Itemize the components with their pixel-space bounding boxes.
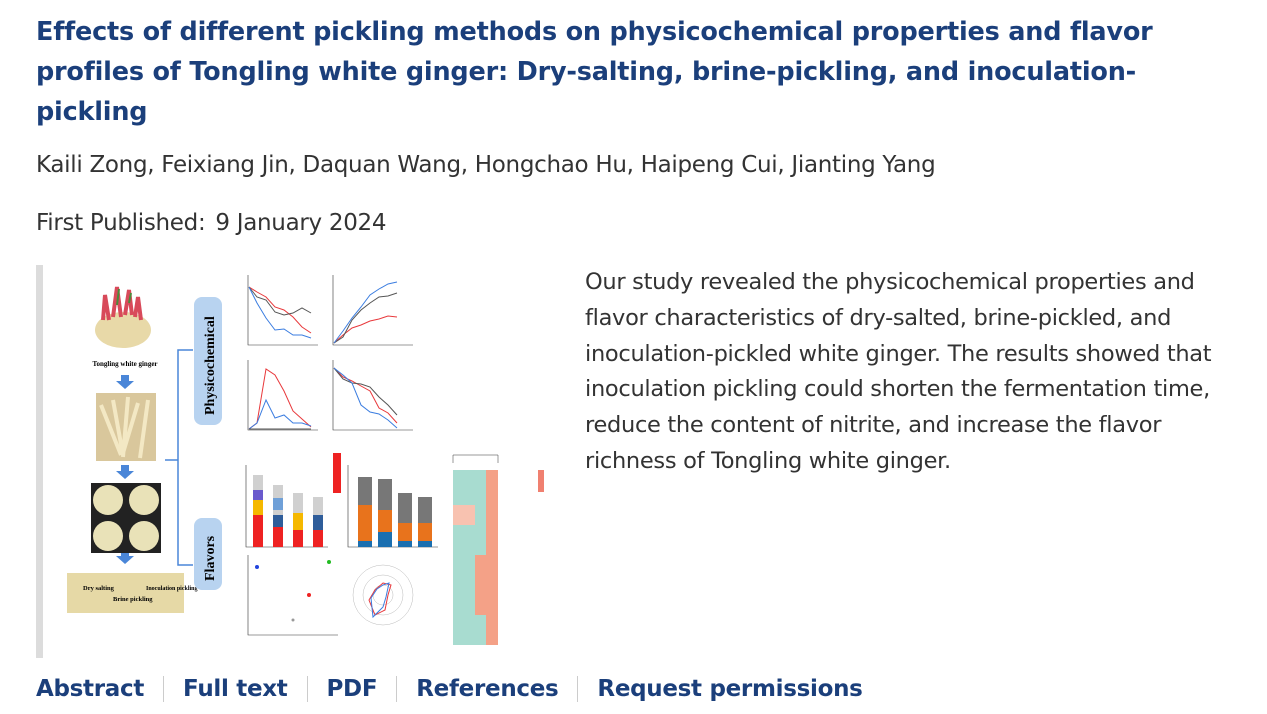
published-label: First Published: [36, 210, 206, 236]
article-title[interactable]: Effects of different pickling methods on… [36, 17, 1153, 127]
pdf-link[interactable]: PDF [326, 676, 378, 702]
abstract-text: Our study revealed the physicochemical p… [585, 269, 1212, 474]
article-links: Abstract Full text PDF References Reques… [36, 676, 863, 702]
divider [306, 676, 308, 702]
graphical-abstract[interactable]: Tongling white ginger Dry salting Brine … [36, 265, 571, 658]
brine-pickling-label: Brine pickling [113, 596, 153, 603]
divider [396, 676, 398, 702]
inoculation-pickling-label: Inoculation pickling [146, 586, 198, 592]
flow-arrows [116, 375, 134, 564]
pca-scatter [247, 555, 338, 636]
dry-salting-label: Dry salting [83, 585, 115, 592]
full-text-link[interactable]: Full text [183, 676, 288, 702]
divider [163, 676, 165, 702]
ginger-label: Tongling white ginger [92, 360, 157, 368]
references-link[interactable]: References [416, 676, 559, 702]
request-permissions-link[interactable]: Request permissions [597, 676, 863, 702]
physicochemical-charts [247, 275, 413, 431]
divider [577, 676, 579, 702]
flavors-label: Flavors [203, 535, 218, 581]
physicochemical-panel [194, 297, 222, 425]
flavors-panel [194, 518, 222, 590]
heatmap [452, 454, 544, 645]
ginger-image [95, 286, 151, 348]
physicochemical-label: Physicochemical [203, 316, 218, 415]
radar-chart [352, 564, 414, 626]
bracket [165, 349, 193, 566]
published-date: 9 January 2024 [215, 210, 387, 236]
abstract-link[interactable]: Abstract [36, 676, 145, 702]
publication-date: First Published: 9 January 2024 [36, 210, 387, 236]
flavor-bar-charts [245, 453, 438, 548]
article-authors: Kaili Zong, Feixiang Jin, Daquan Wang, H… [36, 152, 936, 178]
pickled-ginger-image [67, 573, 184, 613]
